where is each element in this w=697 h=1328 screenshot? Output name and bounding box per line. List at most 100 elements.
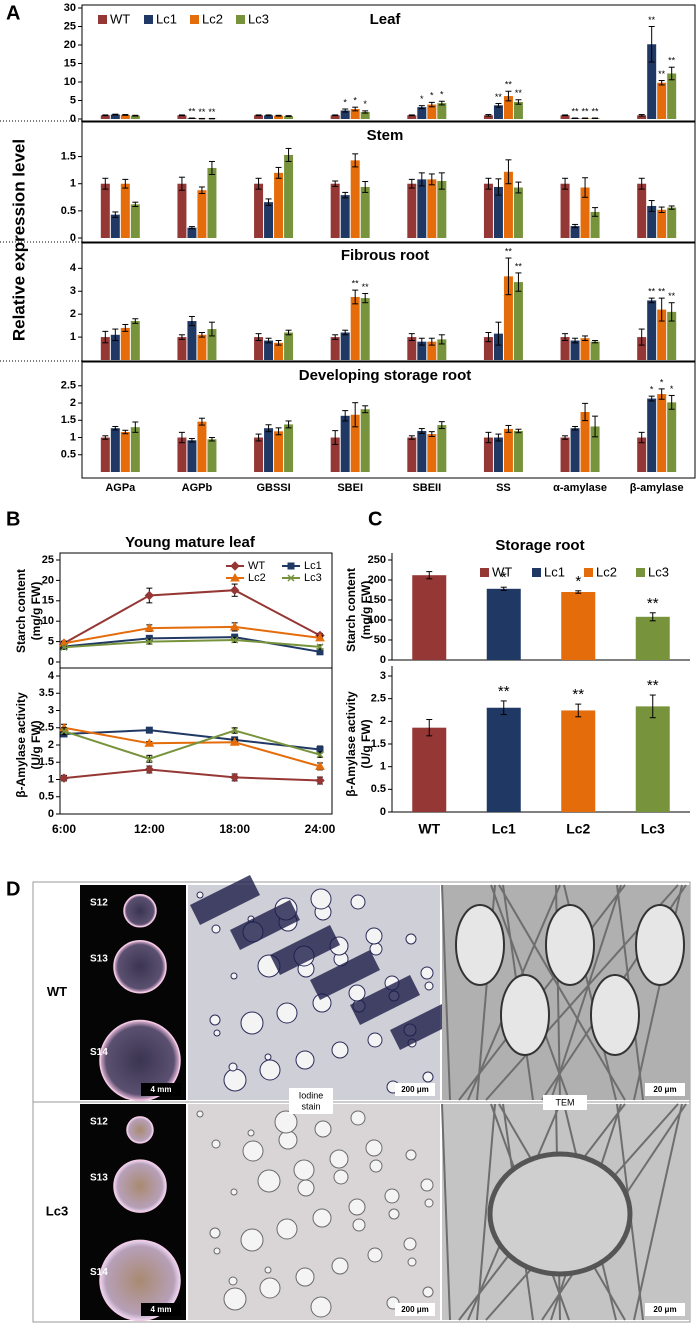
significance-label: ** xyxy=(648,287,656,297)
cell xyxy=(348,984,366,1002)
cell xyxy=(247,1129,255,1137)
stage-label: S13 xyxy=(90,1173,108,1184)
bar xyxy=(417,179,427,238)
bar xyxy=(486,707,521,812)
y-tick-label: 1.5 xyxy=(39,756,54,768)
y-tick-label: 2 xyxy=(70,308,76,320)
cell xyxy=(211,1139,221,1149)
bar xyxy=(637,115,647,119)
scale-bar-bg xyxy=(645,1083,685,1096)
cell xyxy=(352,1218,366,1232)
y-tick-label: 0.5 xyxy=(39,791,54,803)
x-tick-label: Lc2 xyxy=(566,821,590,837)
legend-label: Lc2 xyxy=(596,564,617,579)
legend-swatch xyxy=(98,15,107,24)
bar xyxy=(360,111,370,119)
bar xyxy=(647,300,657,360)
plot-frame xyxy=(59,667,333,815)
scale-bar-bg xyxy=(395,1083,435,1096)
legend-label: Lc2 xyxy=(202,11,223,26)
marker xyxy=(145,638,153,646)
bar xyxy=(513,187,523,238)
cell xyxy=(420,966,434,980)
bar xyxy=(407,183,417,238)
legend-swatch xyxy=(190,15,199,24)
y-tick-label: 15 xyxy=(64,57,76,69)
cell xyxy=(500,974,550,1056)
bar xyxy=(110,428,120,472)
bar xyxy=(412,575,447,660)
significance-label: * xyxy=(670,384,674,394)
legend-label: Lc3 xyxy=(304,572,322,584)
marker xyxy=(231,726,239,735)
y-tick-label: 25 xyxy=(42,554,54,566)
y-tick-label: 15 xyxy=(42,595,54,607)
stain xyxy=(270,925,340,975)
bar xyxy=(427,104,437,119)
chart-title: Fibrous root xyxy=(341,247,429,264)
caption-bg xyxy=(543,1095,587,1110)
bar xyxy=(350,414,360,472)
cell xyxy=(350,894,366,910)
cell xyxy=(329,1149,349,1169)
caption: Iodine xyxy=(299,1090,324,1100)
cell xyxy=(310,1296,332,1318)
marker xyxy=(145,726,153,734)
bar xyxy=(513,101,523,119)
bar xyxy=(177,115,187,119)
bar xyxy=(657,82,667,119)
bar xyxy=(340,110,350,119)
significance-label: ** xyxy=(498,683,510,700)
bar xyxy=(187,227,197,238)
bar xyxy=(427,434,437,472)
bar xyxy=(503,428,513,472)
y-axis-label: (mg/g FW) xyxy=(29,582,43,641)
legend-label: Lc1 xyxy=(304,560,322,572)
y-tick-label: 0 xyxy=(48,656,54,668)
y-tick-label: 25 xyxy=(64,20,76,32)
cell xyxy=(209,1014,221,1026)
legend-label: Lc3 xyxy=(648,564,669,579)
bar xyxy=(264,202,274,238)
cell xyxy=(367,1247,383,1263)
cell-wall xyxy=(633,1103,683,1321)
legend-label: WT xyxy=(248,560,265,572)
legend-swatch xyxy=(144,15,153,24)
x-tick-label: SBEII xyxy=(412,482,441,494)
cell xyxy=(264,1266,272,1274)
bar xyxy=(635,616,670,660)
bar xyxy=(360,298,370,360)
bar xyxy=(284,332,294,360)
bar xyxy=(503,96,513,119)
y-tick-label: 0 xyxy=(380,654,386,666)
cell xyxy=(331,1041,349,1059)
root-section xyxy=(113,939,167,994)
cell xyxy=(223,1068,247,1092)
y-tick-label: 3.5 xyxy=(39,687,54,699)
y-tick-label: 1 xyxy=(70,431,76,443)
bar xyxy=(570,428,580,472)
cell xyxy=(276,1218,298,1240)
bar xyxy=(264,428,274,472)
bar xyxy=(264,115,274,119)
scale-bar-bg xyxy=(141,1303,181,1316)
bar xyxy=(130,427,140,472)
y-tick-label: 150 xyxy=(368,594,386,606)
significance-label: ** xyxy=(592,106,600,116)
root-section xyxy=(123,894,157,928)
significance-label: ** xyxy=(515,261,523,271)
marker xyxy=(145,755,153,763)
bar xyxy=(177,437,187,472)
marker xyxy=(287,574,295,582)
cell xyxy=(310,888,332,910)
panel-label: B xyxy=(6,508,20,530)
y-tick-label: 0 xyxy=(70,113,76,125)
cell xyxy=(487,1151,633,1277)
bar xyxy=(360,409,370,472)
root-section xyxy=(126,1116,154,1144)
cell xyxy=(278,1130,298,1150)
bar xyxy=(560,115,570,119)
cell xyxy=(257,1169,281,1193)
bar xyxy=(483,437,493,472)
significance-label: * xyxy=(353,96,357,106)
